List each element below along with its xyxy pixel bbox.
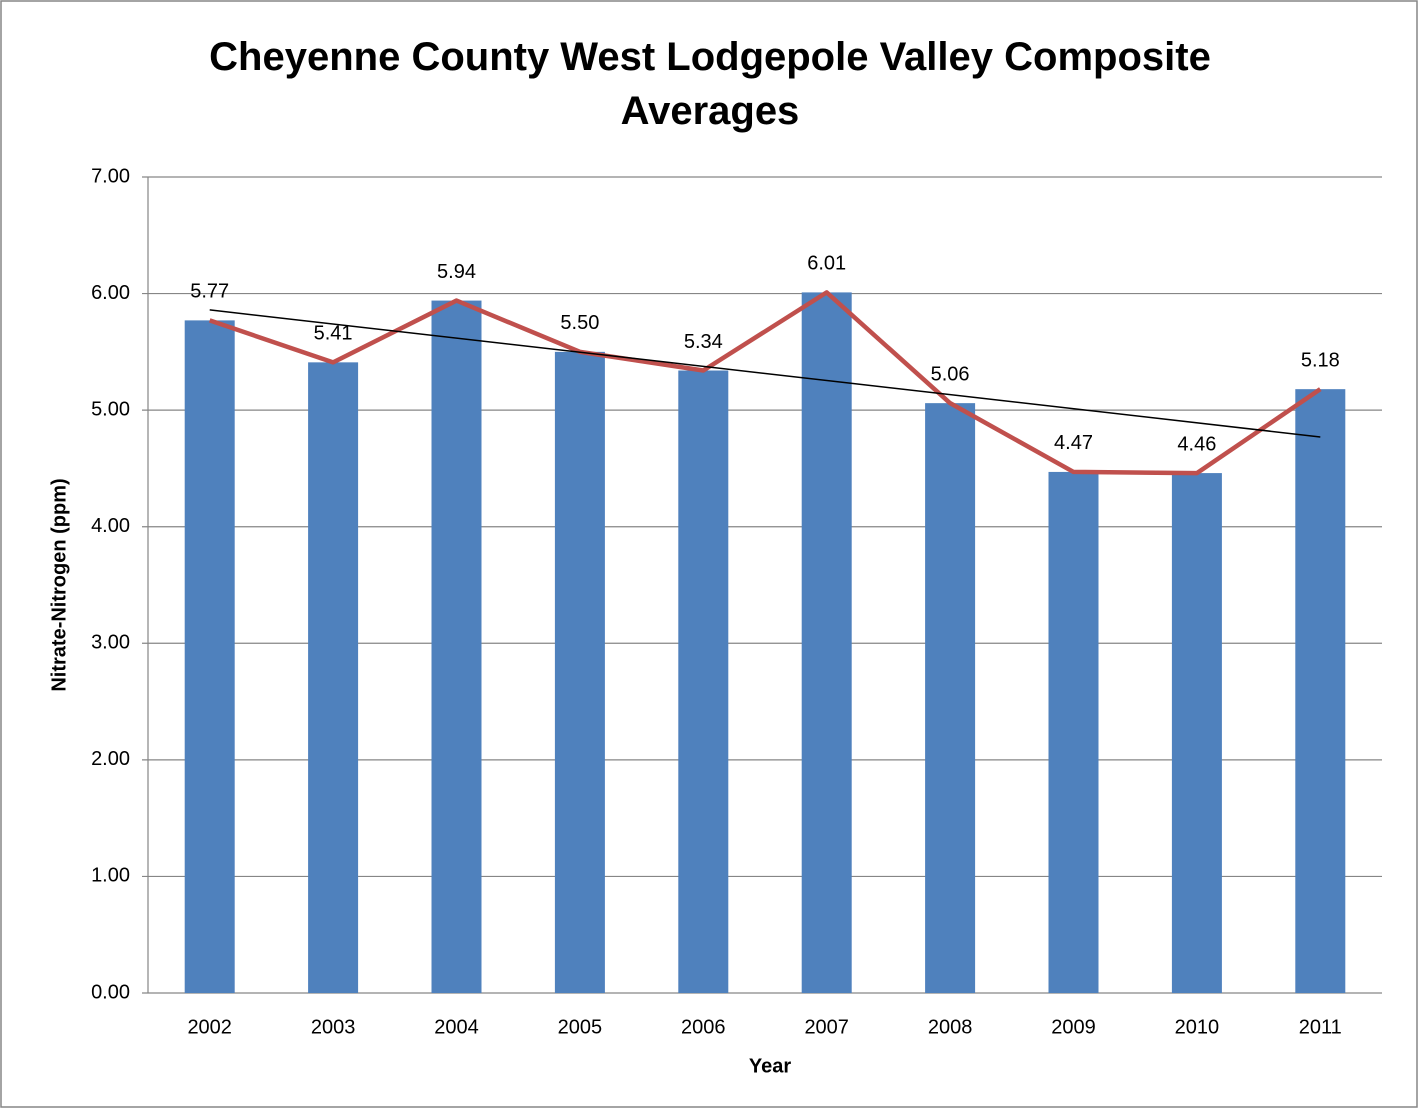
bar [184, 320, 235, 994]
data-label: 4.47 [1054, 432, 1093, 454]
data-label: 5.94 [437, 261, 476, 283]
y-tick-label: 5.00 [91, 398, 130, 420]
data-label: 5.50 [560, 312, 599, 334]
y-axis-label: Nitrate-Nitrogen (ppm) [48, 478, 70, 691]
x-tick-label: 2003 [311, 1016, 356, 1038]
data-label: 5.06 [931, 363, 970, 385]
data-label: 5.77 [190, 281, 229, 303]
x-tick-label: 2010 [1175, 1016, 1220, 1038]
bar [678, 370, 729, 994]
trendline [209, 309, 1321, 438]
data-label: 6.01 [807, 253, 846, 275]
data-label: 4.46 [1177, 433, 1216, 455]
bar [308, 362, 359, 993]
data-label: 5.34 [684, 331, 723, 353]
y-tick-label: 2.00 [91, 748, 130, 770]
x-tick-label: 2007 [804, 1016, 849, 1038]
y-tick-label: 6.00 [91, 282, 130, 304]
x-tick-label: 2008 [928, 1016, 973, 1038]
y-tick-label: 4.00 [91, 515, 130, 537]
x-tick-label: 2002 [187, 1016, 232, 1038]
x-tick-label: 2005 [558, 1016, 603, 1038]
x-tick-label: 2011 [1299, 1016, 1342, 1038]
bar [801, 292, 852, 993]
chart-title: Cheyenne County West Lodgepole Valley Co… [209, 35, 1211, 133]
bar [431, 300, 482, 994]
y-tick-label: 0.00 [91, 981, 130, 1003]
data-label: 5.18 [1301, 349, 1340, 371]
x-tick-label: 2004 [434, 1016, 479, 1038]
bar [554, 351, 605, 993]
bar [1295, 389, 1346, 993]
bar [925, 403, 976, 993]
x-tick-label: 2006 [681, 1016, 726, 1038]
y-tick-label: 7.00 [91, 165, 130, 187]
x-axis-label: Year [749, 1055, 791, 1077]
y-tick-label: 1.00 [91, 865, 130, 887]
x-tick-label: 2009 [1051, 1016, 1096, 1038]
bar [1048, 471, 1099, 993]
bar [1171, 473, 1222, 993]
y-tick-label: 3.00 [91, 632, 130, 654]
data-label: 5.41 [314, 323, 353, 345]
